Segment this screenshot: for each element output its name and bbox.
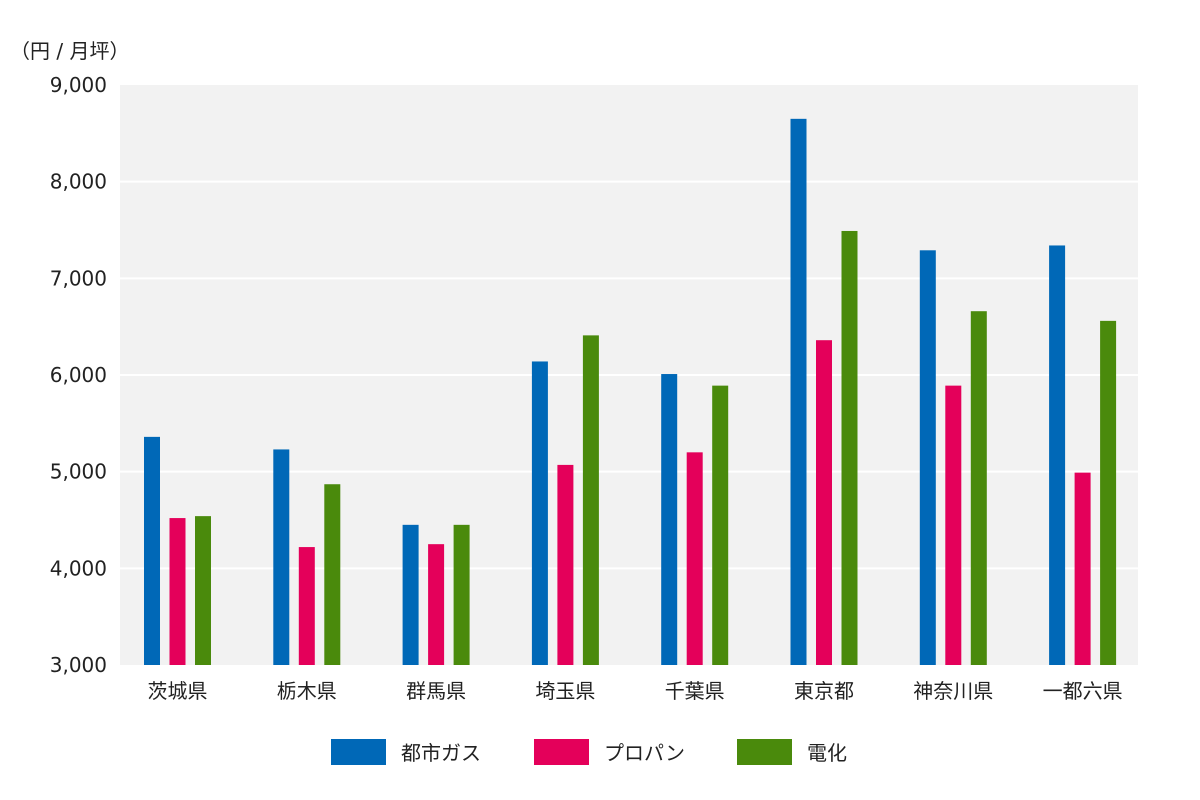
bar-電化-東京都 xyxy=(841,230,858,665)
bar-プロパン-神奈川県 xyxy=(945,385,962,665)
x-category-label: 群馬県 xyxy=(406,679,466,703)
y-tick-label: 4,000 xyxy=(50,556,107,580)
bar-都市ガス-一都六県 xyxy=(1049,245,1066,665)
bar-電化-千葉県 xyxy=(712,385,729,665)
bar-プロパン-東京都 xyxy=(816,340,832,665)
y-tick-label: 5,000 xyxy=(50,460,107,484)
legend-swatch xyxy=(737,739,792,765)
legend-label: 都市ガス xyxy=(401,741,481,765)
bar-プロパン-一都六県 xyxy=(1074,472,1091,665)
y-axis-unit-label: （円 / 月坪） xyxy=(10,39,129,63)
x-category-label: 千葉県 xyxy=(665,679,725,703)
legend-swatch xyxy=(331,739,386,765)
bar-都市ガス-埼玉県 xyxy=(531,361,548,665)
y-tick-label: 9,000 xyxy=(50,73,107,97)
y-axis-ticks: 3,000 4,000 5,000 6,000 7,000 8,000 9,000 xyxy=(50,73,107,677)
x-category-label: 一都六県 xyxy=(1043,679,1123,703)
gridlines xyxy=(120,180,1138,570)
bar-電化-茨城県 xyxy=(195,516,211,665)
x-category-label: 埼玉県 xyxy=(535,679,595,703)
bar-都市ガス-東京都 xyxy=(790,118,807,666)
bar-電化-栃木県 xyxy=(324,484,341,665)
y-tick-label: 3,000 xyxy=(50,653,107,677)
bar-プロパン-群馬県 xyxy=(428,544,445,665)
legend-label: 電化 xyxy=(807,741,847,765)
x-axis-categories: 茨城県 栃木県 群馬県 埼玉県 千葉県 東京都 神奈川県 一都六県 xyxy=(148,679,1123,703)
bar-プロパン-埼玉県 xyxy=(557,464,574,665)
bar-都市ガス-茨城県 xyxy=(144,436,160,665)
y-tick-label: 7,000 xyxy=(50,266,107,290)
x-category-label: 東京都 xyxy=(794,679,854,703)
bar-プロパン-千葉県 xyxy=(686,452,703,665)
bar-電化-一都六県 xyxy=(1100,320,1117,665)
bar-電化-埼玉県 xyxy=(582,335,599,665)
bar-電化-神奈川県 xyxy=(970,311,987,665)
bar-marks xyxy=(144,118,1117,666)
bar-都市ガス-千葉県 xyxy=(661,374,678,665)
legend-swatch xyxy=(534,739,589,765)
bar-プロパン-栃木県 xyxy=(298,547,315,665)
bar-都市ガス-栃木県 xyxy=(273,449,290,665)
x-category-label: 茨城県 xyxy=(148,679,208,703)
legend-label: プロパン xyxy=(604,741,685,765)
legend: 都市ガス プロパン 電化 xyxy=(331,739,847,765)
bar-プロパン-茨城県 xyxy=(169,518,186,665)
y-tick-label: 8,000 xyxy=(50,170,107,194)
y-tick-label: 6,000 xyxy=(50,363,107,387)
bar-電化-群馬県 xyxy=(453,524,470,665)
bar-都市ガス-神奈川県 xyxy=(919,250,936,666)
x-category-label: 神奈川県 xyxy=(913,679,993,703)
x-category-label: 栃木県 xyxy=(277,679,337,703)
bar-都市ガス-群馬県 xyxy=(402,524,419,665)
